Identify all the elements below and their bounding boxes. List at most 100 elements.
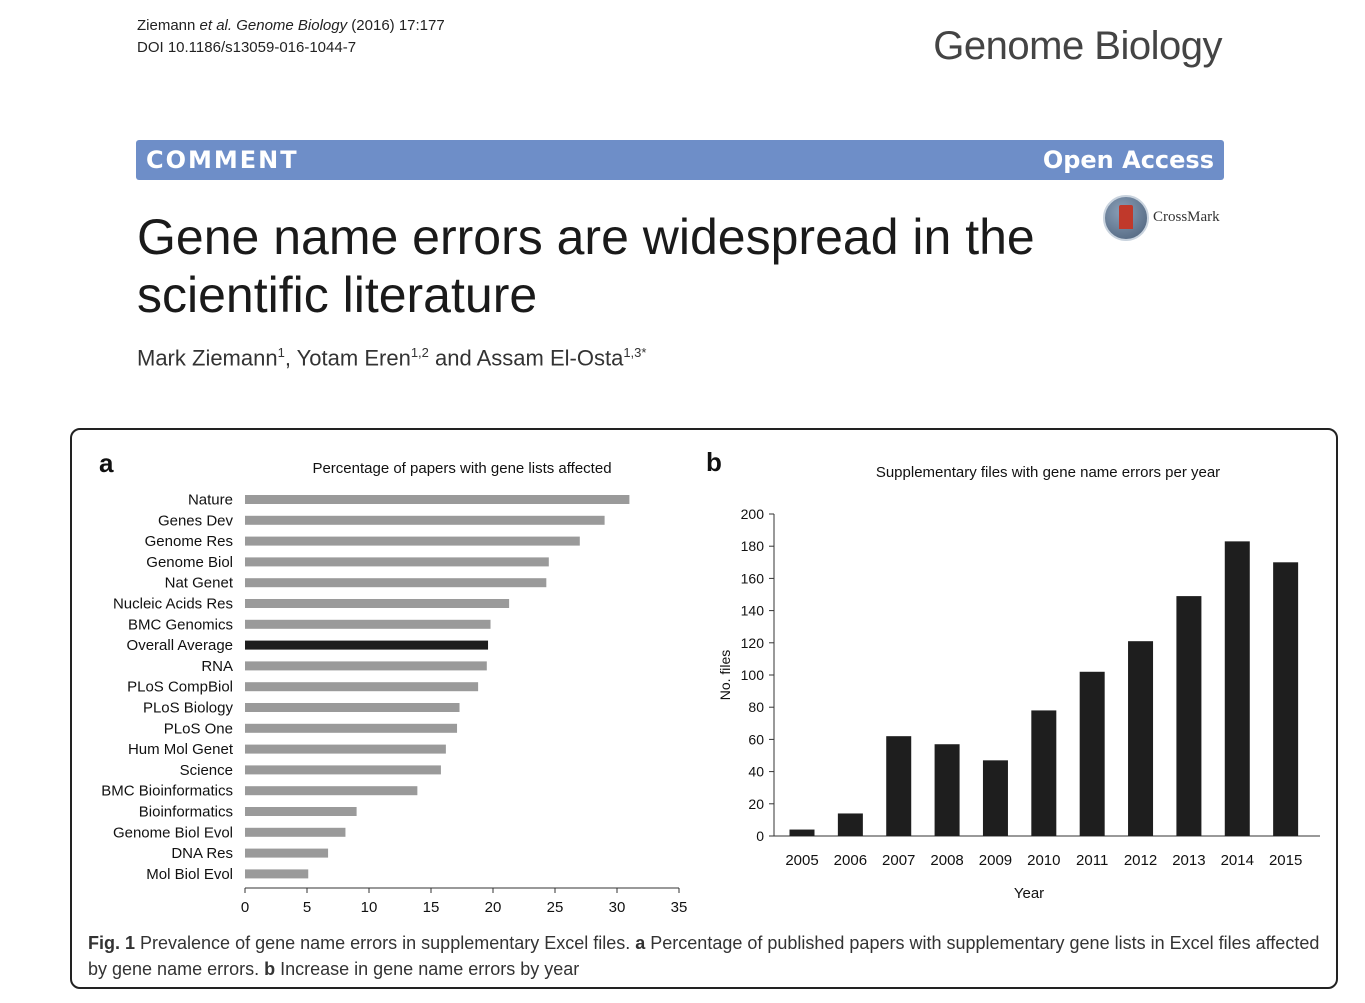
chart-a-bar (245, 765, 441, 775)
chart-a-bar (245, 827, 346, 837)
article-type: COMMENT (146, 146, 299, 174)
chart-b-x-tick-label: 2009 (979, 852, 1012, 869)
chart-b-y-tick-label: 80 (748, 699, 764, 715)
caption-label: Fig. 1 (88, 933, 136, 953)
chart-a-category-label: Genes Dev (158, 512, 234, 529)
chart-b-y-tick-label: 180 (741, 538, 765, 554)
chart-b-y-tick-label: 0 (756, 828, 764, 844)
chart-a-bar (245, 744, 446, 754)
chart-b-bar (1128, 641, 1154, 836)
chart-a-bar (245, 703, 460, 712)
chart-a-x-tick-label: 25 (547, 899, 564, 916)
author-name[interactable]: Yotam Eren (296, 345, 411, 371)
caption-panel-b-text: Increase in gene name errors by year (275, 959, 580, 979)
citation-line: Ziemann et al. Genome Biology (2016) 17:… (137, 15, 445, 37)
chart-b-x-tick-label: 2007 (882, 852, 915, 869)
chart-a-x-tick-label: 5 (303, 899, 311, 916)
chart-b-x-tick-label: 2014 (1221, 852, 1254, 869)
chart-a-category-label: Genome Biol (146, 554, 233, 571)
chart-b-x-tick-label: 2006 (834, 852, 867, 869)
chart-a-bar (245, 495, 630, 504)
chart-a-bar (245, 723, 458, 733)
crossmark-label: CrossMark (1153, 209, 1220, 225)
author-affiliation: 1,3* (623, 345, 647, 360)
chart-a-category-label: Overall Average (127, 637, 233, 654)
article-type-banner: COMMENT Open Access (136, 140, 1224, 180)
chart-b-y-tick-label: 20 (748, 796, 764, 812)
chart-a-category-label: PLoS CompBiol (127, 679, 233, 696)
chart-a-x-tick-label: 10 (361, 899, 378, 916)
author-affiliation: 1 (277, 345, 285, 360)
chart-a-category-label: BMC Bioinformatics (101, 783, 233, 800)
chart-a-category-label: Genome Res (145, 533, 233, 550)
chart-a-bar (245, 536, 580, 546)
author-affiliation: 1,2 (410, 345, 429, 360)
chart-b-x-axis-label: Year (1014, 885, 1044, 902)
chart-a-bar (245, 682, 479, 692)
chart-a-x-tick-label: 35 (671, 899, 688, 916)
chart-a-bar (245, 515, 605, 525)
chart-a-x-tick-label: 30 (609, 899, 626, 916)
chart-b-y-tick-label: 40 (748, 764, 764, 780)
caption-text: Prevalence of gene name errors in supple… (135, 933, 636, 953)
chart-b-x-tick-label: 2005 (785, 852, 818, 869)
chart-b-bar (1273, 562, 1299, 836)
citation-journal: et al. Genome Biology (199, 17, 348, 34)
figure-1: a Percentage of papers with gene lists af… (70, 428, 1338, 989)
chart-b-x-tick-label: 2008 (930, 852, 963, 869)
caption-panel-a-label: a (635, 933, 646, 953)
chart-a-category-label: Genome Biol Evol (113, 824, 233, 841)
chart-b-bar (1031, 710, 1057, 836)
chart-a-bar (245, 661, 487, 671)
chart-a-category-label: Nucleic Acids Res (113, 596, 233, 613)
chart-b-bar (886, 736, 912, 836)
chart-b-y-tick-label: 120 (741, 635, 765, 651)
crossmark-icon (1103, 195, 1149, 241)
chart-a-category-label: Bioinformatics (139, 804, 233, 821)
chart-a-category-label: DNA Res (171, 845, 233, 862)
chart-b-y-tick-label: 60 (748, 731, 764, 747)
author-name[interactable]: Assam El-Osta (476, 345, 624, 371)
chart-a-category-label: Mol Biol Evol (146, 866, 233, 883)
caption-panel-a-text: Percentage of published papers with supp… (88, 933, 1320, 979)
figure-graphic: a Percentage of papers with gene lists af… (99, 447, 1320, 916)
chart-b-title: Supplementary files with gene name error… (876, 464, 1220, 481)
chart-b-x-tick-label: 2011 (1076, 852, 1108, 869)
crossmark-badge[interactable]: CrossMark (1103, 195, 1233, 245)
chart-a-category-label: Science (180, 762, 233, 779)
chart-b-x-tick-label: 2015 (1269, 852, 1302, 869)
chart-a-category-label: RNA (201, 658, 233, 675)
chart-b-x-tick-label: 2013 (1172, 852, 1205, 869)
author-separator: , (284, 345, 297, 371)
chart-a-bar (245, 807, 357, 816)
chart-b-y-tick-label: 160 (741, 570, 765, 586)
chart-a-bar (245, 619, 491, 629)
chart-a-bar (245, 848, 329, 858)
chart-b-x-tick-label: 2012 (1124, 852, 1157, 869)
author-name[interactable]: Mark Ziemann (137, 345, 278, 371)
panel-b-label: b (706, 447, 722, 477)
chart-a-bar (245, 578, 547, 588)
open-access-label: Open Access (1042, 146, 1214, 174)
figure-caption: Fig. 1 Prevalence of gene name errors in… (88, 930, 1328, 982)
chart-b-y-tick-label: 200 (741, 506, 765, 522)
chart-b-bar (837, 813, 863, 836)
chart-a-bar (245, 869, 309, 879)
chart-b-bar (982, 760, 1008, 836)
chart-b-bar (1079, 671, 1105, 836)
citation-block: Ziemann et al. Genome Biology (2016) 17:… (137, 15, 445, 59)
chart-a-category-label: Nat Genet (165, 575, 234, 592)
chart-b-y-tick-label: 140 (741, 603, 765, 619)
chart-a-category-label: Nature (188, 492, 233, 509)
chart-b-bar (789, 829, 815, 836)
chart-a-category-label: BMC Genomics (128, 616, 233, 633)
chart-a-category-label: PLoS Biology (143, 700, 234, 717)
citation-year: (2016) 17:177 (347, 17, 445, 34)
chart-a-bar (245, 557, 549, 567)
doi[interactable]: DOI 10.1186/s13059-016-1044-7 (137, 39, 357, 56)
chart-b-x-tick-label: 2010 (1027, 852, 1060, 869)
journal-logo[interactable]: Genome Biology (933, 24, 1222, 68)
chart-a-category-label: PLoS One (164, 720, 233, 737)
chart-a-bar (245, 599, 510, 608)
chart-a-title: Percentage of papers with gene lists aff… (312, 460, 611, 477)
